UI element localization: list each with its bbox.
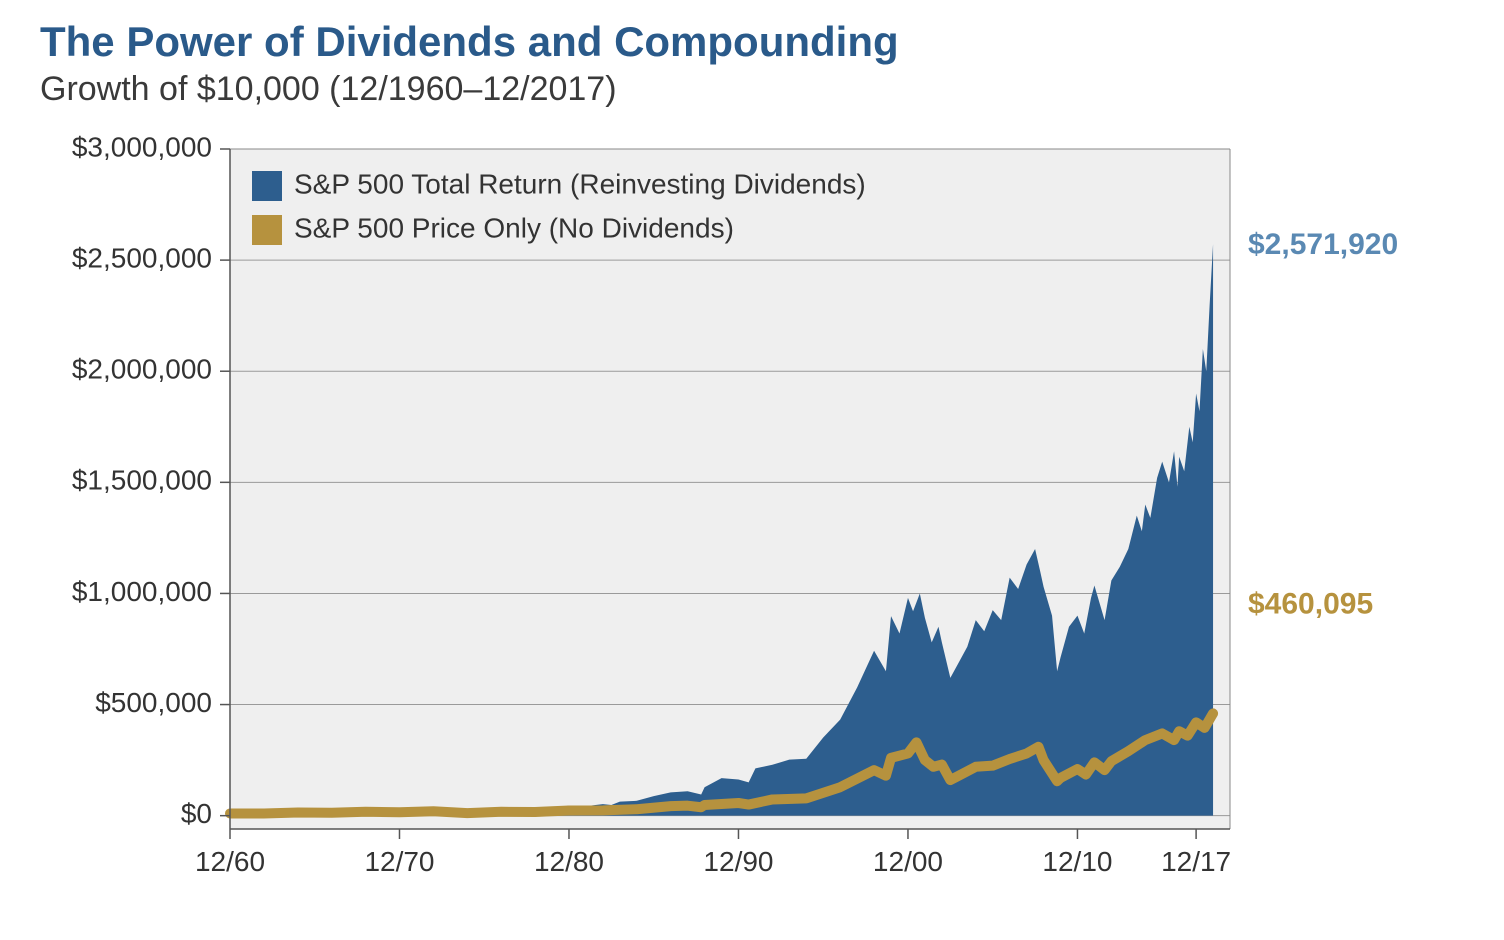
legend-swatch <box>252 215 282 245</box>
x-tick-label: 12/80 <box>534 846 604 877</box>
y-tick-label: $2,500,000 <box>72 243 212 274</box>
end-label-price-only: $460,095 <box>1248 587 1373 620</box>
y-tick-label: $3,000,000 <box>72 131 212 162</box>
x-tick-label: 12/60 <box>195 846 265 877</box>
y-tick-label: $500,000 <box>95 687 212 718</box>
x-tick-label: 12/70 <box>364 846 434 877</box>
x-tick-label: 12/10 <box>1042 846 1112 877</box>
chart-subtitle: Growth of $10,000 (12/1960–12/2017) <box>40 70 1464 109</box>
legend-label: S&P 500 Total Return (Reinvesting Divide… <box>294 168 866 199</box>
legend-swatch <box>252 171 282 201</box>
y-tick-label: $2,000,000 <box>72 354 212 385</box>
y-tick-label: $1,500,000 <box>72 465 212 496</box>
x-tick-label: 12/17 <box>1161 846 1231 877</box>
chart-title: The Power of Dividends and Compounding <box>40 18 1464 66</box>
area-line-chart: $0 $500,000 $1,000,000 $1,500,000 $2,000,000… <box>40 129 1464 909</box>
y-tick-label: $0 <box>181 798 212 829</box>
legend-label: S&P 500 Price Only (No Dividends) <box>294 212 734 243</box>
y-tick-label: $1,000,000 <box>72 576 212 607</box>
chart-container: $0 $500,000 $1,000,000 $1,500,000 $2,000,000… <box>40 129 1464 909</box>
x-tick-label: 12/00 <box>873 846 943 877</box>
end-label-total-return: $2,571,920 <box>1248 228 1398 261</box>
x-tick-label: 12/90 <box>703 846 773 877</box>
